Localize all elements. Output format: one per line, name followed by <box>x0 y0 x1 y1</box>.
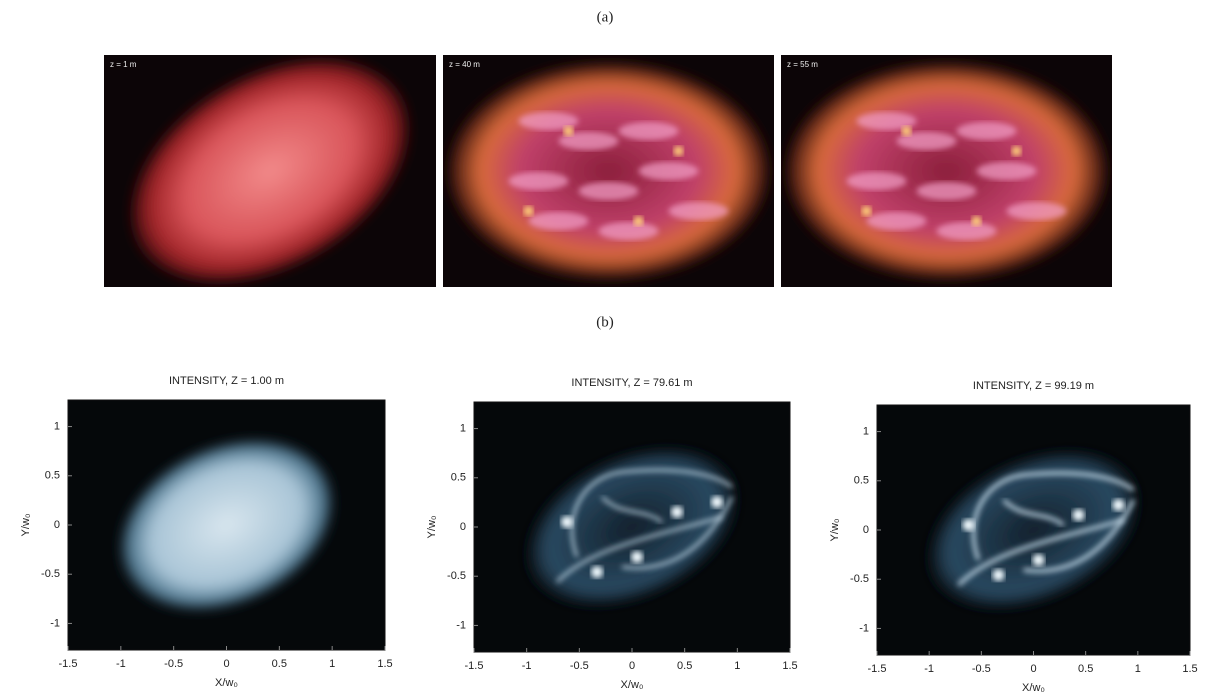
x-axis-label: X/w₀ <box>621 679 644 691</box>
x-tick-label: 0.5 <box>1078 663 1093 675</box>
photo-panel: z = 40 m <box>443 55 774 287</box>
speckle <box>1007 202 1067 220</box>
hot-spot <box>591 566 603 578</box>
speckle <box>867 212 927 230</box>
plot-panel: INTENSITY, Z = 99.19 m -1.5 -1 -0.5 0 0.5 1 1.5… <box>829 380 1198 694</box>
y-tick-label: 0.5 <box>854 475 869 487</box>
plot-title: INTENSITY, Z = 79.61 m <box>571 377 692 389</box>
photo-content <box>787 63 1107 279</box>
y-tick-label: -1 <box>456 619 466 631</box>
hot-spot <box>711 496 723 508</box>
hot-spot <box>674 146 684 156</box>
plot-title: INTENSITY, Z = 99.19 m <box>973 380 1094 392</box>
photo-content <box>449 63 769 279</box>
hot-spot <box>963 519 975 531</box>
speckle <box>509 172 569 190</box>
y-tick-label: -0.5 <box>41 568 60 580</box>
speckle <box>619 122 679 140</box>
speckle <box>847 172 907 190</box>
body: {"figure_a": {"label": "(a)", "panels": … <box>0 0 1210 698</box>
hot-spot <box>993 569 1005 581</box>
x-tick-label: 1.5 <box>377 658 392 670</box>
y-axis-label: Y/w₀ <box>829 519 841 542</box>
panel-label: z = 1 m <box>110 60 137 69</box>
speckle <box>977 162 1037 180</box>
speckle <box>669 202 729 220</box>
x-tick-label: -1.5 <box>465 660 484 672</box>
y-tick-label: 1 <box>54 420 60 432</box>
y-tick-label: 0 <box>460 521 466 533</box>
speckle <box>579 182 639 200</box>
page: Figure body { margin: 0; background: #ff… <box>0 0 1210 698</box>
plot-panel: INTENSITY, Z = 1.00 m -1.5 -1 -0.5 0 0.5 1 1.5 1… <box>20 375 393 689</box>
figure: (a) (b) z = 1 m z = 40 m z = 55 m INTENSITY… <box>0 0 1210 698</box>
y-tick-label: 0.5 <box>451 472 466 484</box>
speckle <box>639 162 699 180</box>
y-tick-label: 0 <box>863 524 869 536</box>
hot-spot <box>1113 499 1125 511</box>
hot-spot <box>631 551 643 563</box>
x-tick-label: 1 <box>734 660 740 672</box>
subfigure-label: (a) <box>597 9 614 25</box>
y-tick-label: -1 <box>859 622 869 634</box>
x-tick-label: 1 <box>329 658 335 670</box>
x-tick-label: 0 <box>1030 663 1036 675</box>
x-tick-label: 0.5 <box>677 660 692 672</box>
hot-spot <box>1033 554 1045 566</box>
x-axis-label: X/w₀ <box>1022 682 1045 694</box>
plot-panel: INTENSITY, Z = 79.61 m -1.5 -1 -0.5 0 0.5 1 1.5… <box>426 377 798 691</box>
y-tick-label: -1 <box>50 617 60 629</box>
x-tick-label: -0.5 <box>164 658 183 670</box>
y-tick-label: -0.5 <box>850 573 869 585</box>
y-tick-label: -0.5 <box>447 570 466 582</box>
y-tick-label: 0 <box>54 519 60 531</box>
x-tick-label: -0.5 <box>570 660 589 672</box>
hot-spot <box>902 126 912 136</box>
hot-spot <box>862 206 872 216</box>
x-tick-label: -1 <box>116 658 126 670</box>
y-tick-label: 1 <box>460 422 466 434</box>
y-tick-label: 0.5 <box>45 470 60 482</box>
x-tick-label: -1.5 <box>868 663 887 675</box>
hot-spot <box>524 206 534 216</box>
speckle <box>529 212 589 230</box>
y-axis-label: Y/w₀ <box>426 516 438 539</box>
photo-panel: z = 55 m <box>781 55 1112 287</box>
y-tick-label: 1 <box>863 425 869 437</box>
hot-spot <box>671 506 683 518</box>
speckle <box>599 222 659 240</box>
hot-spot <box>1012 146 1022 156</box>
subfigure-label: (b) <box>596 314 614 330</box>
x-tick-label: 1 <box>1135 663 1141 675</box>
beam <box>787 63 1107 279</box>
x-tick-label: -1 <box>924 663 934 675</box>
plot-title: INTENSITY, Z = 1.00 m <box>169 375 284 387</box>
hot-spot <box>564 126 574 136</box>
photo-panel: z = 1 m <box>93 14 448 329</box>
y-axis-label: Y/w₀ <box>20 514 32 537</box>
x-tick-label: 0 <box>223 658 229 670</box>
speckle <box>917 182 977 200</box>
x-tick-label: 0.5 <box>272 658 287 670</box>
x-tick-label: 0 <box>629 660 635 672</box>
x-tick-label: -0.5 <box>972 663 991 675</box>
panel-label: z = 40 m <box>449 60 480 69</box>
speckle <box>937 222 997 240</box>
x-axis-label: X/w₀ <box>215 677 238 689</box>
hot-spot <box>972 216 982 226</box>
hot-spot <box>1073 509 1085 521</box>
x-tick-label: 1.5 <box>782 660 797 672</box>
beam <box>449 63 769 279</box>
x-tick-label: -1.5 <box>59 658 78 670</box>
x-tick-label: 1.5 <box>1182 663 1197 675</box>
hot-spot <box>561 516 573 528</box>
x-tick-label: -1 <box>522 660 532 672</box>
panel-label: z = 55 m <box>787 60 818 69</box>
speckle <box>957 122 1017 140</box>
hot-spot <box>634 216 644 226</box>
